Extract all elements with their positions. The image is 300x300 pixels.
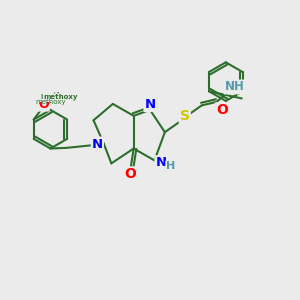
Text: O: O bbox=[125, 167, 136, 182]
Text: N: N bbox=[144, 98, 156, 111]
Text: methoxy: methoxy bbox=[40, 92, 78, 101]
Text: NH: NH bbox=[224, 80, 244, 94]
Text: N: N bbox=[155, 156, 167, 169]
Text: methoxy: methoxy bbox=[36, 99, 66, 105]
Text: methoxy: methoxy bbox=[43, 94, 78, 100]
Text: O: O bbox=[216, 103, 228, 117]
Text: H: H bbox=[166, 161, 176, 171]
Text: N: N bbox=[92, 138, 103, 151]
Text: O: O bbox=[38, 98, 49, 111]
Text: S: S bbox=[180, 110, 190, 123]
